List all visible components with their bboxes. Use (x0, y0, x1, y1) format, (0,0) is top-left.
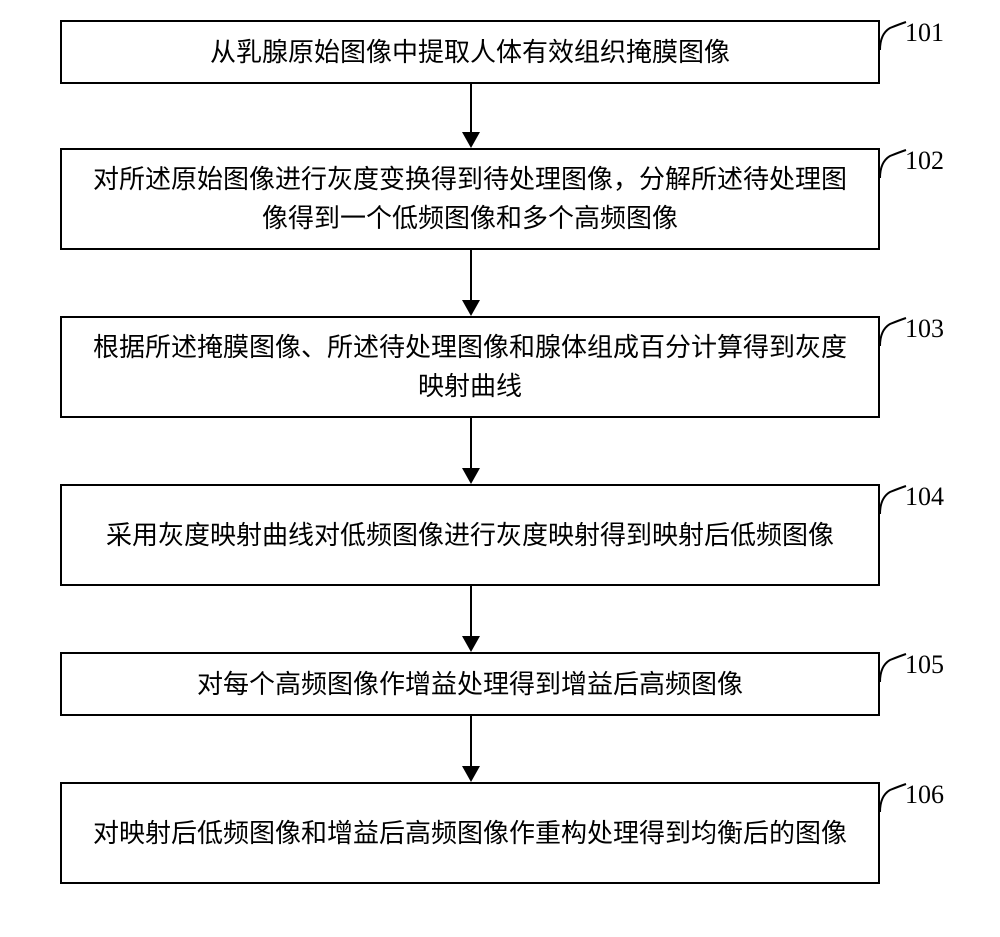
callout-line (878, 652, 908, 692)
flowchart-arrow (470, 84, 472, 148)
flowchart-arrow (470, 250, 472, 316)
node-text: 对映射后低频图像和增益后高频图像作重构处理得到均衡后的图像 (93, 814, 847, 853)
flowchart-node: 根据所述掩膜图像、所述待处理图像和腺体组成百分计算得到灰度映射曲线 (60, 316, 880, 418)
callout-line (878, 484, 908, 524)
callout-line (878, 20, 908, 60)
flowchart-node: 对映射后低频图像和增益后高频图像作重构处理得到均衡后的图像 (60, 782, 880, 884)
node-label: 106 (905, 780, 944, 810)
flowchart-node: 对每个高频图像作增益处理得到增益后高频图像 (60, 652, 880, 716)
node-text: 根据所述掩膜图像、所述待处理图像和腺体组成百分计算得到灰度映射曲线 (82, 328, 858, 406)
node-label: 105 (905, 650, 944, 680)
callout-line (878, 316, 908, 356)
node-label: 103 (905, 314, 944, 344)
flowchart-node: 采用灰度映射曲线对低频图像进行灰度映射得到映射后低频图像 (60, 484, 880, 586)
callout-line (878, 148, 908, 188)
flowchart-arrow (470, 716, 472, 782)
flowchart-container: 从乳腺原始图像中提取人体有效组织掩膜图像 101 对所述原始图像进行灰度变换得到… (0, 0, 1000, 937)
flowchart-arrow (470, 586, 472, 652)
flowchart-node: 从乳腺原始图像中提取人体有效组织掩膜图像 (60, 20, 880, 84)
node-label: 101 (905, 18, 944, 48)
node-text: 从乳腺原始图像中提取人体有效组织掩膜图像 (210, 33, 730, 72)
node-text: 对所述原始图像进行灰度变换得到待处理图像，分解所述待处理图像得到一个低频图像和多… (82, 160, 858, 238)
node-text: 对每个高频图像作增益处理得到增益后高频图像 (197, 665, 743, 704)
flowchart-arrow (470, 418, 472, 484)
flowchart-node: 对所述原始图像进行灰度变换得到待处理图像，分解所述待处理图像得到一个低频图像和多… (60, 148, 880, 250)
node-label: 102 (905, 146, 944, 176)
node-text: 采用灰度映射曲线对低频图像进行灰度映射得到映射后低频图像 (106, 516, 834, 555)
node-label: 104 (905, 482, 944, 512)
callout-line (878, 782, 908, 822)
